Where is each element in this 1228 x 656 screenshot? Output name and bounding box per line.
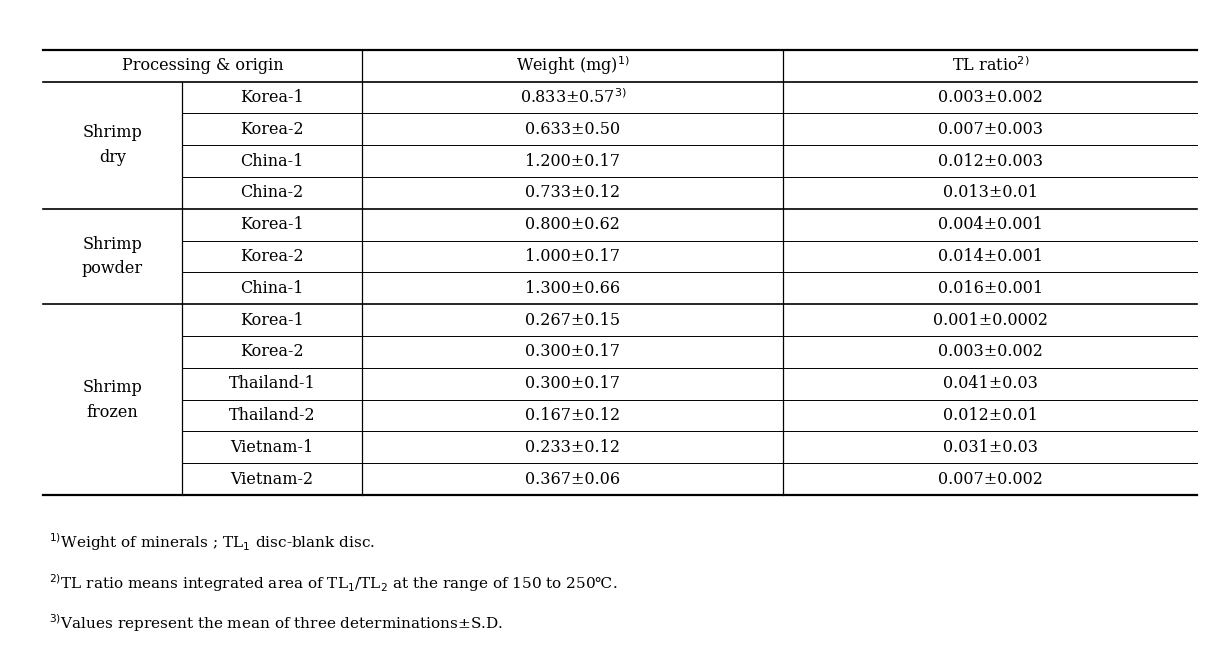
Text: Korea-2: Korea-2 — [241, 121, 303, 138]
Text: 0.014±0.001: 0.014±0.001 — [938, 248, 1043, 265]
Text: Processing & origin: Processing & origin — [122, 57, 284, 74]
Text: Korea-1: Korea-1 — [241, 89, 303, 106]
Text: Thailand-1: Thailand-1 — [228, 375, 316, 392]
Text: 0.007±0.003: 0.007±0.003 — [938, 121, 1043, 138]
Text: 0.300±0.17: 0.300±0.17 — [526, 375, 620, 392]
Text: 0.003±0.002: 0.003±0.002 — [938, 344, 1043, 360]
Text: 0.003±0.002: 0.003±0.002 — [938, 89, 1043, 106]
Text: China-2: China-2 — [241, 184, 303, 201]
Text: Shrimp
frozen: Shrimp frozen — [82, 379, 142, 420]
Text: 0.004±0.001: 0.004±0.001 — [938, 216, 1043, 233]
Text: $^{1)}$Weight of minerals ; TL$_1$ disc-blank disc.: $^{1)}$Weight of minerals ; TL$_1$ disc-… — [49, 531, 376, 553]
Text: $^{2)}$TL ratio means integrated area of TL$_1$/TL$_2$ at the range of 150 to 25: $^{2)}$TL ratio means integrated area of… — [49, 572, 618, 594]
Text: 0.013±0.01: 0.013±0.01 — [943, 184, 1038, 201]
Text: Korea-2: Korea-2 — [241, 248, 303, 265]
Text: 1.200±0.17: 1.200±0.17 — [526, 153, 620, 169]
Text: 0.633±0.50: 0.633±0.50 — [526, 121, 620, 138]
Text: 0.001±0.0002: 0.001±0.0002 — [933, 312, 1047, 329]
Text: Korea-1: Korea-1 — [241, 312, 303, 329]
Text: Thailand-2: Thailand-2 — [228, 407, 316, 424]
Text: 1.000±0.17: 1.000±0.17 — [526, 248, 620, 265]
Text: 0.041±0.03: 0.041±0.03 — [943, 375, 1038, 392]
Text: 0.007±0.002: 0.007±0.002 — [938, 471, 1043, 487]
Text: 0.833±0.57$^{3)}$: 0.833±0.57$^{3)}$ — [519, 88, 626, 107]
Text: TL ratio$^{2)}$: TL ratio$^{2)}$ — [952, 56, 1029, 75]
Text: China-1: China-1 — [241, 153, 303, 169]
Text: 0.367±0.06: 0.367±0.06 — [526, 471, 620, 487]
Text: Korea-1: Korea-1 — [241, 216, 303, 233]
Text: Korea-2: Korea-2 — [241, 344, 303, 360]
Text: 0.167±0.12: 0.167±0.12 — [526, 407, 620, 424]
Text: 0.031±0.03: 0.031±0.03 — [943, 439, 1038, 456]
Text: Weight (mg)$^{1)}$: Weight (mg)$^{1)}$ — [516, 54, 630, 77]
Text: 1.300±0.66: 1.300±0.66 — [526, 280, 620, 297]
Text: 0.800±0.62: 0.800±0.62 — [526, 216, 620, 233]
Text: 0.267±0.15: 0.267±0.15 — [526, 312, 620, 329]
Text: 0.233±0.12: 0.233±0.12 — [526, 439, 620, 456]
Text: 0.012±0.003: 0.012±0.003 — [938, 153, 1043, 169]
Text: Vietnam-2: Vietnam-2 — [231, 471, 313, 487]
Text: Shrimp
dry: Shrimp dry — [82, 124, 142, 166]
Text: $^{3)}$Values represent the mean of three determinations±S.D.: $^{3)}$Values represent the mean of thre… — [49, 613, 503, 634]
Text: Vietnam-1: Vietnam-1 — [231, 439, 313, 456]
Text: 0.016±0.001: 0.016±0.001 — [938, 280, 1043, 297]
Text: Shrimp
powder: Shrimp powder — [82, 236, 142, 277]
Text: 0.733±0.12: 0.733±0.12 — [526, 184, 620, 201]
Text: 0.012±0.01: 0.012±0.01 — [943, 407, 1038, 424]
Text: 0.300±0.17: 0.300±0.17 — [526, 344, 620, 360]
Text: China-1: China-1 — [241, 280, 303, 297]
